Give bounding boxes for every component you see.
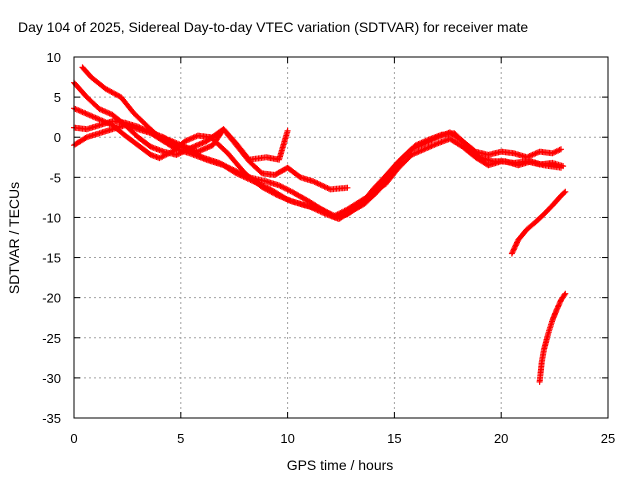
y-tick-label: -35 (42, 411, 61, 426)
y-tick-label: -15 (42, 251, 61, 266)
axis-ticks: 0 5 10 15 20 25 10 5 0 -5 -10 -15 -20 -25 -30 -35 (42, 50, 615, 446)
series-track-7 (536, 290, 569, 385)
y-tick-label: 10 (47, 50, 61, 65)
y-tick-label: 5 (54, 90, 61, 105)
y-axis-label: SDTVAR / TECUs (6, 182, 22, 294)
series-track-6 (508, 188, 569, 257)
x-tick-label: 10 (280, 431, 294, 446)
x-tick-label: 20 (494, 431, 508, 446)
x-tick-label: 25 (601, 431, 615, 446)
series-markers (508, 188, 569, 257)
y-tick-label: -20 (42, 291, 61, 306)
x-axis-label: GPS time / hours (287, 457, 394, 473)
y-tick-label: -10 (42, 210, 61, 225)
x-tick-label: 0 (70, 431, 77, 446)
y-tick-label: -30 (42, 371, 61, 386)
y-tick-label: -25 (42, 331, 61, 346)
chart-title: Day 104 of 2025, Sidereal Day-to-day VTE… (18, 19, 528, 35)
x-tick-label: 15 (387, 431, 401, 446)
y-tick-label: 0 (54, 130, 61, 145)
y-tick-label: -5 (49, 170, 61, 185)
plot-frame (73, 56, 609, 419)
x-tick-label: 5 (177, 431, 184, 446)
series-markers (536, 290, 569, 385)
